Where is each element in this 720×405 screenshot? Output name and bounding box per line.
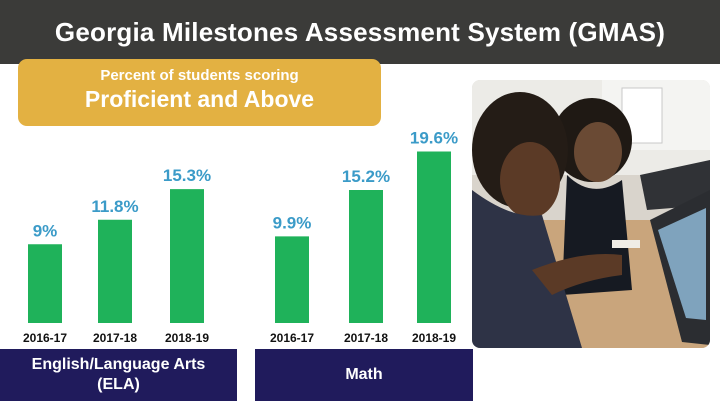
math-bar-2017-18 <box>349 190 383 323</box>
ela-subject-line-2: (ELA) <box>97 376 140 393</box>
math-subject-line-1: Math <box>345 366 383 383</box>
ela-category-label-2018-19: 2018-19 <box>165 331 209 345</box>
subtitle-box: Percent of students scoring Proficient a… <box>18 59 381 126</box>
ela-subject-line-1: English/Language Arts <box>31 356 206 373</box>
ela-bar-2017-18 <box>98 219 132 323</box>
math-value-label-2018-19: 19.6% <box>410 129 458 148</box>
ela-bar-2016-17 <box>28 244 62 323</box>
math-subject-label: Math <box>255 349 473 401</box>
students-photo <box>472 80 710 348</box>
ela-value-label-2017-18: 11.8% <box>91 197 138 216</box>
ela-category-label-2016-17: 2016-17 <box>23 331 67 345</box>
title-bar: Georgia Milestones Assessment System (GM… <box>0 0 720 64</box>
math-value-label-2017-18: 15.2% <box>342 167 390 186</box>
math-chart: 9.9% 2016-17 15.2% 2017-18 19.6% 2018-19 <box>270 129 458 346</box>
ela-chart: 9% 2016-17 11.8% 2017-18 15.3% 2018-19 <box>23 166 211 345</box>
ela-category-label-2017-18: 2017-18 <box>93 331 137 345</box>
math-bar-2016-17 <box>275 236 309 323</box>
math-bar-2018-19 <box>417 151 451 323</box>
math-category-label-2017-18: 2017-18 <box>344 331 388 345</box>
ela-subject-label: English/Language Arts (ELA) <box>0 349 237 401</box>
students-photo-icon <box>472 80 710 348</box>
ela-value-label-2018-19: 15.3% <box>163 166 211 185</box>
subtitle-line-2: Proficient and Above <box>84 86 315 112</box>
ela-bar-2018-19 <box>170 189 204 323</box>
math-value-label-2016-17: 9.9% <box>273 213 312 232</box>
ela-value-label-2016-17: 9% <box>33 221 58 240</box>
math-category-label-2016-17: 2016-17 <box>270 331 314 345</box>
subtitle-line-1: Percent of students scoring <box>100 67 299 84</box>
math-category-label-2018-19: 2018-19 <box>412 331 456 345</box>
page-title: Georgia Milestones Assessment System (GM… <box>54 16 666 47</box>
